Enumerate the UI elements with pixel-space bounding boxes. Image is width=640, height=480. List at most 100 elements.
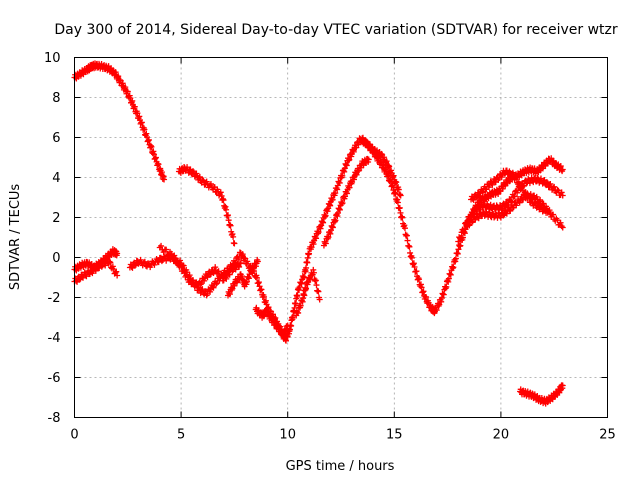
data-point — [401, 225, 408, 232]
grid-lines — [74, 57, 608, 418]
data-point — [332, 217, 339, 224]
data-point — [559, 166, 566, 173]
data-point — [232, 266, 239, 273]
data-point — [92, 267, 99, 274]
data-point — [161, 176, 168, 183]
x-tick-label: 10 — [279, 428, 296, 443]
data-point — [180, 266, 187, 273]
data-point — [543, 179, 550, 186]
data-point — [215, 268, 222, 275]
data-point — [551, 183, 558, 190]
data-point — [207, 180, 214, 187]
data-point — [163, 257, 170, 264]
data-point — [503, 210, 510, 217]
data-point — [303, 285, 310, 292]
data-point — [151, 261, 158, 268]
data-point — [303, 264, 310, 271]
data-point — [559, 192, 566, 199]
data-point — [237, 260, 244, 267]
data-point — [465, 221, 472, 228]
data-point — [509, 169, 516, 176]
data-point — [218, 271, 225, 278]
data-point — [155, 161, 162, 168]
data-point — [544, 208, 551, 215]
series-track-7 — [225, 256, 261, 299]
data-point — [174, 257, 181, 264]
axis-ticks: 0 5 10 15 20 25 -8 -6 -4 -2 0 2 4 6 8 10 — [44, 51, 616, 443]
data-point — [555, 187, 562, 194]
data-point — [547, 180, 554, 187]
data-point — [461, 225, 468, 232]
x-axis-label: GPS time / hours — [286, 459, 395, 474]
data-point — [397, 192, 404, 199]
series-track-14 — [455, 174, 566, 245]
data-point — [399, 214, 406, 221]
x-tick-label: 0 — [70, 428, 78, 443]
data-point — [443, 283, 450, 290]
data-point — [114, 250, 121, 257]
data-point — [288, 322, 295, 329]
data-point — [537, 196, 544, 203]
data-point — [559, 224, 566, 231]
data-point — [554, 186, 561, 193]
data-point — [193, 170, 200, 177]
data-point — [316, 296, 323, 303]
chart-title: Day 300 of 2014, Sidereal Day-to-day VTE… — [54, 22, 618, 38]
series-track-8 — [252, 304, 293, 344]
data-point — [217, 189, 224, 196]
data-point — [455, 238, 462, 245]
x-tick-label: 5 — [177, 428, 185, 443]
data-point — [106, 258, 113, 265]
data-point — [310, 269, 317, 276]
data-point — [500, 212, 507, 219]
series-track-2 — [175, 164, 238, 247]
data-markers — [71, 60, 566, 407]
data-point — [178, 263, 185, 270]
data-point — [473, 194, 480, 201]
data-point — [109, 263, 116, 270]
plot-frame — [74, 57, 608, 418]
x-tick-label: 15 — [386, 428, 403, 443]
data-point — [261, 293, 268, 300]
data-point — [392, 190, 399, 197]
data-point — [200, 177, 207, 184]
series-track-13 — [431, 155, 566, 315]
y-tick-label: -6 — [48, 371, 61, 386]
data-point — [148, 143, 155, 150]
data-point — [554, 217, 561, 224]
y-tick-label: -4 — [48, 331, 61, 346]
data-point — [230, 233, 237, 240]
data-point — [225, 212, 232, 219]
data-point — [386, 163, 393, 170]
data-point — [209, 284, 216, 291]
data-point — [292, 300, 299, 307]
data-point — [258, 286, 265, 293]
data-point — [132, 262, 139, 269]
data-point — [416, 276, 423, 283]
data-point — [558, 223, 565, 230]
series-track-4 — [71, 256, 121, 285]
data-point — [550, 184, 557, 191]
series-track-10 — [293, 266, 323, 319]
data-point — [476, 192, 483, 199]
data-point — [489, 181, 496, 188]
data-point — [406, 243, 413, 250]
data-point — [223, 206, 230, 213]
data-point — [163, 246, 170, 253]
series-track-15 — [463, 190, 566, 231]
data-point — [315, 288, 322, 295]
data-point — [332, 190, 339, 197]
data-point — [507, 197, 514, 204]
y-tick-label: 2 — [52, 211, 60, 226]
y-axis-label: SDTVAR / TECUs — [8, 184, 23, 291]
data-point — [141, 126, 148, 133]
data-point — [559, 382, 566, 389]
data-point — [322, 212, 329, 219]
data-point — [339, 172, 346, 179]
data-point — [184, 164, 191, 171]
data-point — [479, 189, 486, 196]
data-point — [158, 242, 165, 249]
data-point — [511, 193, 518, 200]
data-point — [145, 260, 152, 267]
data-point — [550, 211, 557, 218]
